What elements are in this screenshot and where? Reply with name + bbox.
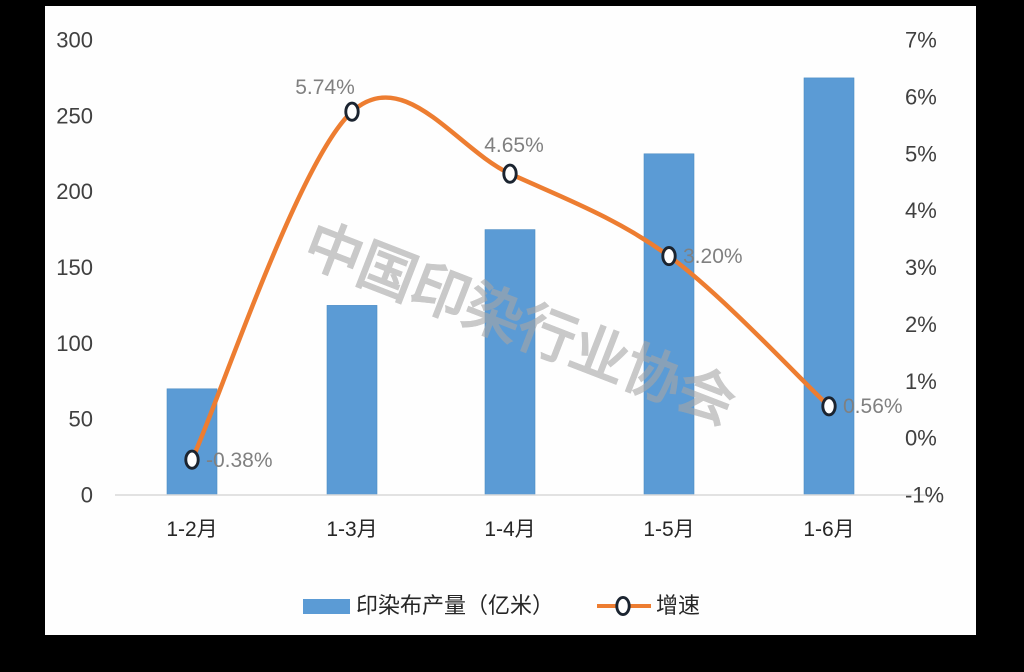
svg-text:200: 200 (56, 179, 93, 204)
svg-text:100: 100 (56, 331, 93, 356)
svg-text:7%: 7% (905, 28, 937, 53)
svg-text:50: 50 (69, 407, 93, 432)
svg-text:0%: 0% (905, 426, 937, 451)
svg-text:1-5月: 1-5月 (643, 518, 694, 541)
svg-text:1-2月: 1-2月 (166, 518, 217, 541)
svg-text:1-3月: 1-3月 (326, 518, 377, 541)
svg-text:2%: 2% (905, 312, 937, 337)
svg-text:6%: 6% (905, 84, 937, 109)
svg-text:3.20%: 3.20% (683, 245, 743, 268)
svg-text:5%: 5% (905, 141, 937, 166)
svg-text:0: 0 (81, 483, 93, 508)
svg-text:1%: 1% (905, 369, 937, 394)
svg-text:5.74%: 5.74% (295, 76, 355, 99)
svg-text:250: 250 (56, 103, 93, 128)
svg-text:4.65%: 4.65% (484, 134, 544, 157)
svg-text:1-4月: 1-4月 (484, 518, 535, 541)
svg-text:增速: 增速 (656, 593, 700, 618)
svg-text:-1%: -1% (905, 483, 944, 508)
svg-text:150: 150 (56, 255, 93, 280)
svg-text:0.56%: 0.56% (843, 395, 903, 418)
svg-text:1-6月: 1-6月 (803, 518, 854, 541)
svg-text:印染布产量（亿米）: 印染布产量（亿米） (356, 593, 554, 618)
svg-text:300: 300 (56, 28, 93, 53)
svg-text:-0.38%: -0.38% (206, 449, 273, 472)
svg-text:3%: 3% (905, 255, 937, 280)
svg-text:4%: 4% (905, 198, 937, 223)
